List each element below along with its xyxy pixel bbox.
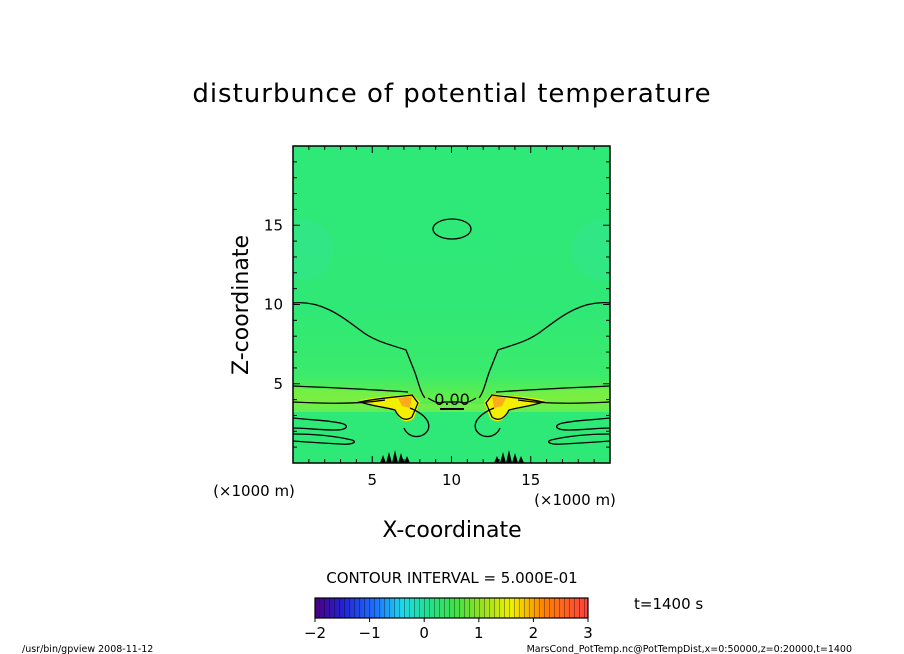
contour-band-right-upper <box>495 385 610 393</box>
colorbar-tick-label: −2 <box>304 624 326 642</box>
contour-upper-right <box>478 301 610 399</box>
colorbar <box>314 597 589 619</box>
contour-low-left-1 <box>293 417 347 431</box>
y-axis-label: Z-coordinate <box>229 235 254 375</box>
colorbar-tick-label: 1 <box>474 624 484 642</box>
x-unit-label-right: (×1000 m) <box>534 491 616 509</box>
x-tick-label: 10 <box>442 471 461 489</box>
contour-upper-cell <box>432 218 472 240</box>
hot-spot-left <box>398 396 412 408</box>
time-label: t=1400 s <box>634 595 703 613</box>
contour-band-left-upper <box>293 385 409 393</box>
colorbar-stripes <box>315 598 588 618</box>
cool-region-right <box>572 220 610 280</box>
colorbar-tick-label: 0 <box>419 624 429 642</box>
x-axis-label: X-coordinate <box>382 518 521 543</box>
contour-interval-text: CONTOUR INTERVAL = 5.000E-01 <box>326 569 577 587</box>
contour-low-left-2 <box>293 433 355 445</box>
y-tick-label: 15 <box>264 216 283 234</box>
contour-band-left-lower <box>293 399 386 404</box>
colorbar-ticks: −2 −1 0 1 2 3 <box>304 618 593 642</box>
colorbar-tick-label: 3 <box>583 624 593 642</box>
contour-upper-left <box>293 301 426 399</box>
contour-swirl-left <box>403 407 430 438</box>
surface-spikes-left <box>380 450 410 463</box>
plot-area: 0.00 <box>293 146 610 463</box>
x-unit-label-left: (×1000 m) <box>213 482 295 500</box>
hot-spot-right <box>492 396 506 408</box>
y-tick-label: 10 <box>264 296 283 314</box>
colorbar-tick-label: −1 <box>359 624 381 642</box>
contour-low-right-2 <box>548 433 610 445</box>
colorbar-frame <box>314 597 589 619</box>
contour-lobe-right <box>485 394 546 420</box>
contour-center-dip <box>427 397 477 404</box>
footer-right: MarsCond_PotTemp.nc@PotTempDist,x=0:5000… <box>527 644 852 654</box>
y-tick-label: 5 <box>273 375 283 393</box>
y-axis-ticks: 5 10 15 <box>264 161 610 448</box>
chart-title: disturbunce of potential temperature <box>192 79 711 109</box>
contour-swirl-right <box>474 407 501 438</box>
x-axis-ticks: 5 10 15 <box>308 146 595 489</box>
surface-spikes-right <box>494 450 524 463</box>
contour-low-right-1 <box>556 417 610 431</box>
x-tick-label: 15 <box>521 471 540 489</box>
footer-left: /usr/bin/gpview 2008-11-12 <box>22 644 153 654</box>
cool-region-left <box>293 220 333 280</box>
colorbar-tick-label: 2 <box>529 624 539 642</box>
x-tick-label: 5 <box>367 471 377 489</box>
contour-band-right-lower <box>517 399 610 404</box>
heatmap-background <box>293 146 610 463</box>
contour-value-label: 0.00 <box>434 390 470 409</box>
contour-lobe-left <box>357 394 419 420</box>
